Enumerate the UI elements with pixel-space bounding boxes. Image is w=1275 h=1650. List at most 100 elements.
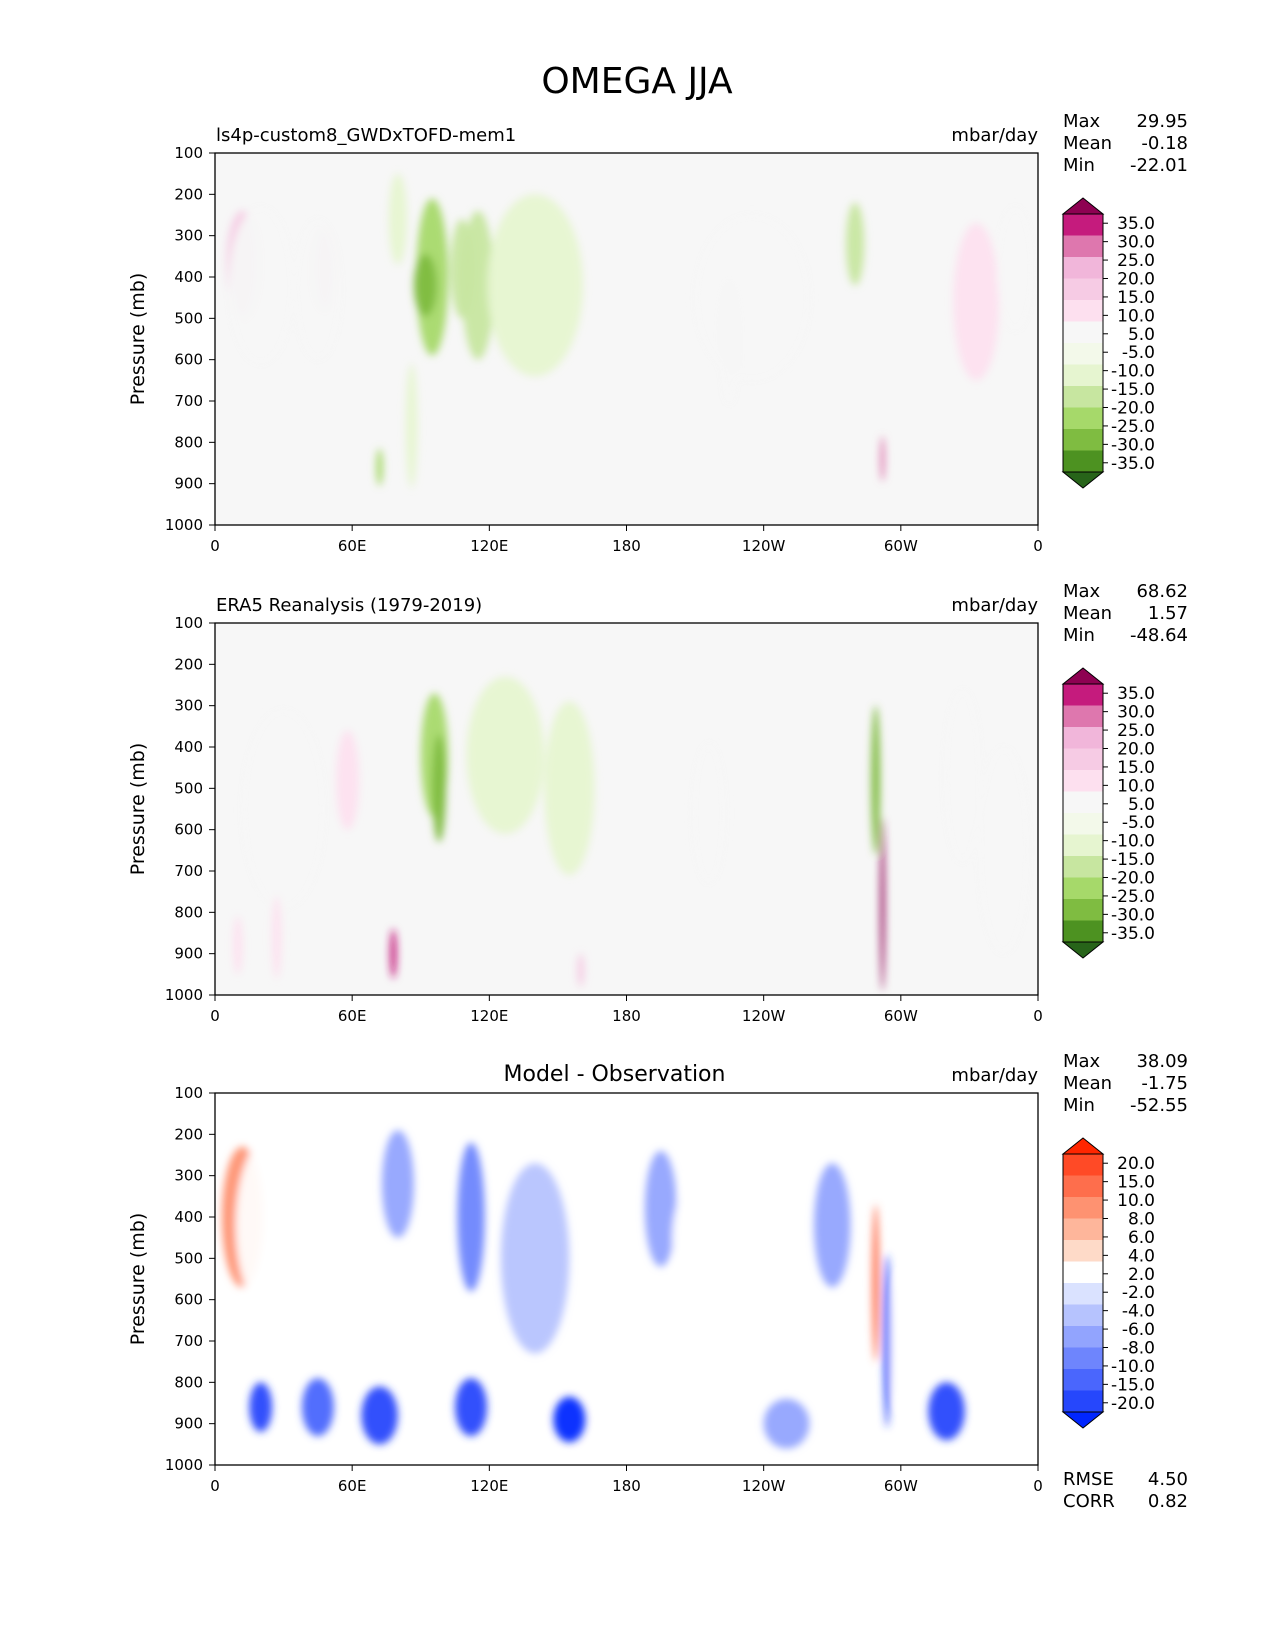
colorbar-label: 25.0 [1117, 251, 1155, 271]
stat-label-mean: Mean [1063, 1073, 1112, 1094]
colorbar-label: 30.0 [1117, 233, 1155, 253]
y-tick-label: 700 [174, 862, 203, 880]
colorbar-label: -5.0 [1122, 343, 1155, 363]
y-tick-label: 700 [174, 1332, 203, 1350]
y-tick-label: 500 [174, 1249, 203, 1267]
colorbar-extend-bottom [1061, 471, 1105, 489]
x-tick-label: 120W [742, 1477, 786, 1495]
x-tick-label: 60E [338, 1007, 367, 1025]
x-tick-label: 60W [884, 537, 918, 555]
heatmap-cell-18 [928, 1382, 965, 1441]
colorbar: 35.030.025.020.015.010.05.0-5.0-10.0-15.… [1061, 667, 1155, 959]
x-tick-label: 120W [742, 537, 786, 555]
heatmap-cell-11 [376, 448, 384, 486]
x-tick-label: 0 [210, 537, 220, 555]
colorbar-label: -35.0 [1111, 924, 1155, 944]
x-tick-label: 180 [612, 537, 641, 555]
colorbar-band [1063, 684, 1103, 706]
heatmap-cell-8 [432, 734, 446, 843]
y-tick-label: 100 [174, 144, 203, 162]
colorbar-band [1063, 386, 1103, 408]
colorbar-band [1063, 920, 1103, 943]
y-tick-label: 800 [174, 903, 203, 921]
colorbar-band [1063, 791, 1103, 814]
heatmap-cell-5 [381, 1130, 414, 1238]
heatmap-cell-9 [500, 1163, 570, 1354]
colorbar-band [1063, 257, 1103, 279]
colorbar-frame [1062, 213, 1104, 473]
y-tick-label: 600 [174, 351, 203, 369]
colorbar-band [1063, 770, 1103, 792]
heatmap-cell-13 [880, 817, 885, 991]
y-tick-label: 800 [174, 433, 203, 451]
colorbar-label: 30.0 [1117, 703, 1155, 723]
y-tick-label: 100 [174, 1084, 203, 1102]
x-tick-label: 0 [1033, 537, 1043, 555]
x-tick-label: 0 [210, 1007, 220, 1025]
colorbar-label: -20.0 [1111, 1394, 1155, 1414]
heatmap-cell-7 [413, 254, 437, 317]
colorbar-extend-top [1061, 667, 1105, 685]
colorbar-band [1063, 1175, 1103, 1198]
colorbar-label: 10.0 [1117, 776, 1155, 796]
colorbar-label: 15.0 [1117, 758, 1155, 778]
colorbar-label: -15.0 [1111, 1375, 1155, 1395]
heatmap-cell-13 [763, 1398, 810, 1449]
colorbar-label: -25.0 [1111, 887, 1155, 907]
colorbar-label: -6.0 [1122, 1320, 1155, 1340]
stat-label-min: Min [1063, 1095, 1095, 1116]
colorbar-frame [1062, 683, 1104, 943]
heatmap-cell-3 [249, 1382, 273, 1432]
colorbar-label: -2.0 [1122, 1283, 1155, 1303]
heatmap-field [215, 1093, 1038, 1465]
y-tick-label: 300 [174, 227, 203, 245]
heatmap-cell-9 [466, 676, 545, 834]
colorbar-band [1063, 343, 1103, 365]
colorbar-label: -4.0 [1122, 1302, 1155, 1322]
heatmap-cell-1 [242, 709, 325, 909]
colorbar-band [1063, 813, 1103, 835]
heatmap-cell-11 [692, 742, 725, 884]
colorbar: 35.030.025.020.015.010.05.0-5.0-10.0-15.… [1061, 197, 1155, 489]
heatmap-cell-12 [405, 363, 418, 488]
heatmap-cell-5 [389, 928, 397, 979]
y-tick-label: 300 [174, 697, 203, 715]
x-tick-label: 60E [338, 537, 367, 555]
stat-value-min: -48.64 [1130, 625, 1188, 646]
heatmap-cell-2 [228, 206, 293, 364]
panels: 0 60E 120E 180 120W 60W 0 100 200 300 400 500 600 700… [127, 111, 1188, 1512]
x-tick-label: 60W [884, 1007, 918, 1025]
x-tick-label: 60E [338, 1477, 367, 1495]
colorbar-band [1063, 1347, 1103, 1370]
colorbar-label: 20.0 [1117, 1154, 1155, 1174]
y-tick-label: 300 [174, 1167, 203, 1185]
stat-value-rmse: 4.50 [1148, 1469, 1188, 1490]
colorbar-band [1063, 321, 1103, 344]
y-tick-label: 600 [174, 1291, 203, 1309]
y-tick-label: 900 [174, 1415, 203, 1433]
heatmap-features [233, 676, 1029, 991]
stat-value-min: -52.55 [1130, 1095, 1188, 1116]
y-tick-label: 200 [174, 185, 203, 203]
colorbar-label: 4.0 [1128, 1246, 1155, 1266]
colorbar-extend-top [1061, 197, 1105, 215]
colorbar-label: 35.0 [1117, 684, 1155, 704]
x-tick-label: 120E [470, 537, 508, 555]
colorbar-label: 10.0 [1117, 306, 1155, 326]
heatmap-cell-19 [985, 1142, 1022, 1251]
colorbar: 20.015.010.08.06.04.02.0-2.0-4.0-6.0-8.0… [1061, 1137, 1155, 1429]
stat-value-min: -22.01 [1130, 155, 1188, 176]
colorbar-band [1063, 300, 1103, 322]
colorbar-band [1063, 429, 1103, 451]
stat-label-corr: CORR [1063, 1491, 1115, 1512]
heatmap-cell-7 [457, 1142, 485, 1292]
y-tick-label: 1000 [165, 1456, 203, 1474]
heatmap-cell-16 [883, 1254, 891, 1428]
colorbar-band [1063, 899, 1103, 921]
colorbar-band [1063, 1369, 1103, 1391]
y-tick-label: 400 [174, 268, 203, 286]
colorbar-band [1063, 748, 1103, 771]
colorbar-band [1063, 235, 1103, 258]
colorbar-band [1063, 727, 1103, 749]
